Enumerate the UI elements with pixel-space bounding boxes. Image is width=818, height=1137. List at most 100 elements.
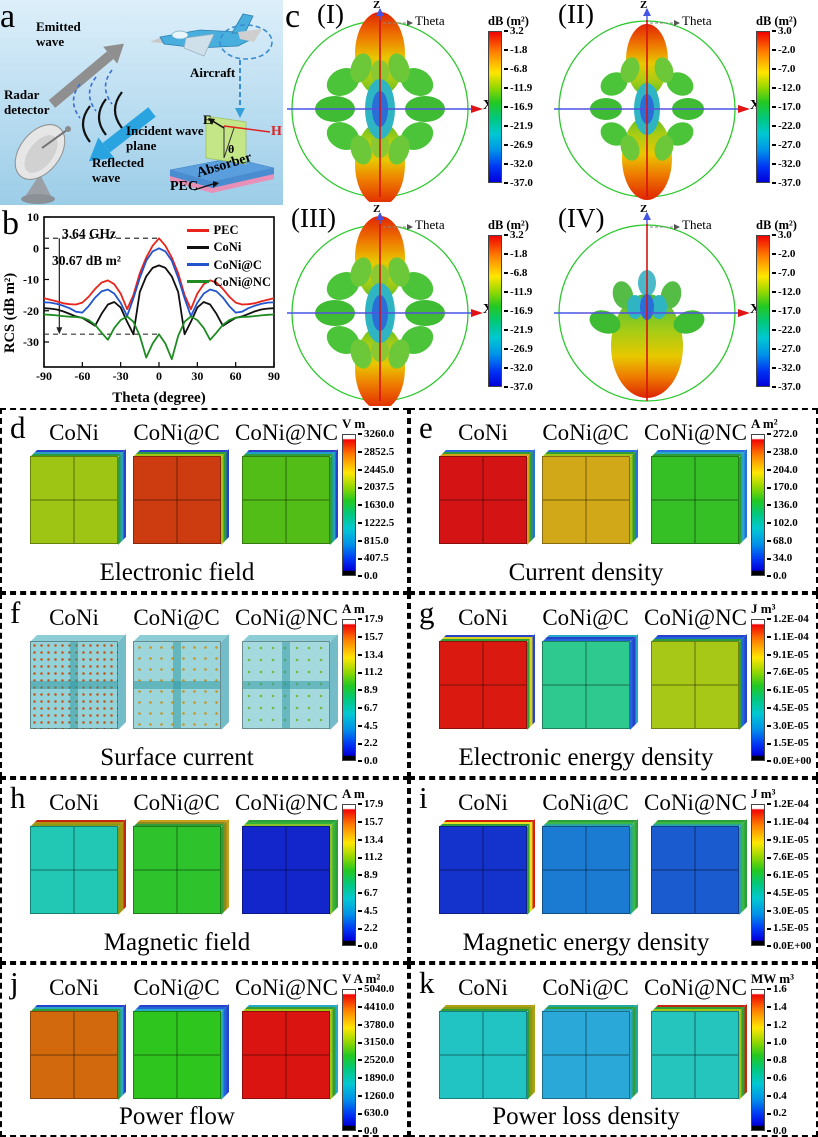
- sample-label: CoNi@C: [542, 975, 629, 1000]
- plate-side-edge: [330, 819, 339, 916]
- colorbar-tick: -11.9: [504, 82, 532, 94]
- colorbar-ticks: 3.0 -2.0 -7.0 -12.0 -17.0 -22.0 -27.0 -32.0 -37.…: [772, 229, 818, 393]
- sample-plate-3d: [242, 449, 339, 546]
- panel-letter-f: f: [10, 595, 21, 630]
- colorbar-gradient: [342, 434, 356, 576]
- colorbar-tick: 0.0: [358, 1125, 378, 1137]
- plate-gridline: [652, 499, 739, 501]
- colorbar-tick: -6.8: [504, 267, 527, 279]
- colorbar-tick: -37.0: [772, 381, 801, 393]
- colorbar-tick: 0.0: [358, 570, 378, 582]
- series-CoNi@NC: [43, 313, 275, 361]
- z-axis-label: Z: [640, 203, 648, 215]
- plate-side-edge: [739, 819, 748, 916]
- colorbar-tick: 102.0: [767, 517, 798, 529]
- plate-gridline: [542, 869, 629, 871]
- colorbar-tick: 1.2E-04: [767, 613, 809, 625]
- colorbar-ticks: 17.9 15.7 13.4 11.2 8.9 6.7 4.5 2.2 0.0: [358, 613, 404, 767]
- colorbar-tick: 4.5E-05: [767, 887, 809, 899]
- sample-plate-3d: [242, 1004, 339, 1101]
- sample-label: CoNi: [49, 790, 99, 815]
- plate-gridline: [243, 869, 330, 871]
- panel-k-power-loss-density: k CoNi CoNi@C CoNi@NC Power loss density M…: [409, 963, 818, 1137]
- colorbar-tick: 17.9: [358, 798, 383, 810]
- colorbar: A m 17.9 15.7 13.4 11.2 8.9 6.7 4.5 2.2 0.0: [342, 601, 404, 767]
- label-aircraft: Aircraft: [190, 65, 236, 80]
- colorbar-tick: -12.0: [772, 82, 801, 94]
- simulation-panels-grid: d CoNi CoNi@C CoNi@NC Electronic field V m…: [0, 408, 818, 1137]
- panel-letter-j: j: [10, 965, 19, 1000]
- plate-face: [242, 641, 331, 730]
- plate-side-edge: [330, 449, 339, 546]
- colorbar-tick: 1.1E-04: [767, 816, 809, 828]
- colorbar-tick: 2037.5: [358, 481, 394, 493]
- plate-gridline: [282, 642, 291, 729]
- sample-plate-3d: [132, 449, 229, 546]
- plate-face: [651, 826, 740, 915]
- colorbar: A m 17.9 15.7 13.4 11.2 8.9 6.7 4.5 2.2 0.0: [342, 786, 404, 952]
- sample-label: CoNi@NC: [235, 790, 338, 815]
- plate-gridline: [694, 642, 696, 729]
- plate-face: [541, 1011, 630, 1100]
- sample-plate-3d: [651, 634, 748, 731]
- legend-label: CoNi@NC: [213, 274, 271, 289]
- colorbar: V m 3260.0 2852.5 2445.0 2037.5 1630.0 1222.5 8…: [342, 416, 404, 582]
- colorbar-gradient: [756, 235, 770, 387]
- colorbar-tick: 1.0: [767, 1036, 787, 1048]
- sample-plate-3d: [242, 634, 339, 731]
- colorbar-tick: -17.0: [772, 305, 801, 317]
- plate-gridline: [585, 827, 586, 914]
- plate-gridline: [585, 642, 586, 729]
- sample-row: CoNi CoNi@C CoNi@NC: [30, 790, 339, 916]
- colorbar-tick: 630.0: [358, 1107, 389, 1119]
- sample-CoNi@NC: CoNi@NC: [235, 790, 339, 916]
- plate-side-edge: [739, 634, 748, 731]
- radiation-pattern-plot: [287, 8, 483, 202]
- absorber-inset: [169, 115, 275, 193]
- sample-label: CoNi@C: [133, 790, 220, 815]
- legend-swatch: [186, 280, 209, 284]
- x-axis-label: Theta (degree): [112, 390, 206, 406]
- colorbar-tick: -2.0: [772, 44, 795, 56]
- sample-plate-3d: [651, 819, 748, 916]
- colorbar-tick: 2445.0: [358, 464, 394, 476]
- panel-letter-c: c: [285, 0, 301, 35]
- colorbar-tick: 9.1E-05: [767, 834, 809, 846]
- colorbar-tick: 6.7: [358, 702, 378, 714]
- aircraft-tail-dashed-circle: [219, 24, 273, 60]
- plate-gridline: [73, 827, 75, 914]
- legend-entry: PEC: [186, 222, 271, 238]
- plate-side-edge: [220, 449, 229, 546]
- radiation-pattern-panel-2: (II) Z Theta X dB (m²)3.0-2.0-7.0-12.0-1…: [550, 0, 818, 204]
- colorbar-tick: 136.0: [767, 499, 798, 511]
- svg-text:10: 10: [27, 210, 39, 224]
- colorbar-body: 17.9 15.7 13.4 11.2 8.9 6.7 4.5 2.2 0.0: [342, 613, 404, 767]
- svg-text:-20: -20: [23, 304, 39, 318]
- sample-CoNi@NC: CoNi@NC: [644, 975, 748, 1101]
- label-radar-detector: Radar detector: [4, 87, 50, 117]
- colorbar-tick: 3260.0: [358, 428, 394, 440]
- colorbar-tick: 3.0E-05: [767, 905, 809, 917]
- colorbar-body: 1.6 1.4 1.2 1.0 0.8 0.6 0.4 0.2 0.0: [751, 983, 813, 1137]
- colorbar-tick: -12.0: [772, 286, 801, 298]
- colorbar-tick: 1.2: [767, 1019, 787, 1031]
- colorbar-body: 3260.0 2852.5 2445.0 2037.5 1630.0 1222.5 815.…: [342, 428, 404, 582]
- plate-gridline: [440, 684, 526, 686]
- z-axis-label: Z: [373, 203, 381, 215]
- y-axis-label: RCS (dB m²): [2, 272, 18, 353]
- plate-side-edge: [527, 449, 535, 546]
- colorbar-tick: 3150.0: [358, 1036, 394, 1048]
- plate-face: [132, 456, 221, 545]
- plate-face: [242, 826, 331, 915]
- panel-g-electronic-energy-density: g CoNi CoNi@C CoNi@NC Electronic energy de…: [409, 593, 818, 778]
- colorbar-body: 3.2 -1.8 -6.8 -11.9 -16.9 -21.9 -26.9 -32.0 -37.…: [488, 25, 550, 189]
- colorbar: dB (m²) 3.0 -2.0 -7.0 -12.0 -17.0 -22.0 -27.0 -3…: [756, 218, 818, 393]
- panel-caption: Surface current: [100, 744, 254, 771]
- colorbar-tick: -22.0: [772, 120, 801, 132]
- colorbar-gradient: [751, 619, 765, 761]
- sample-plate-3d: [651, 1004, 748, 1101]
- sample-CoNi: CoNi: [30, 975, 126, 1101]
- plate-gridline: [172, 642, 181, 729]
- sample-CoNi: CoNi: [30, 790, 126, 916]
- sample-label: CoNi@C: [133, 605, 220, 630]
